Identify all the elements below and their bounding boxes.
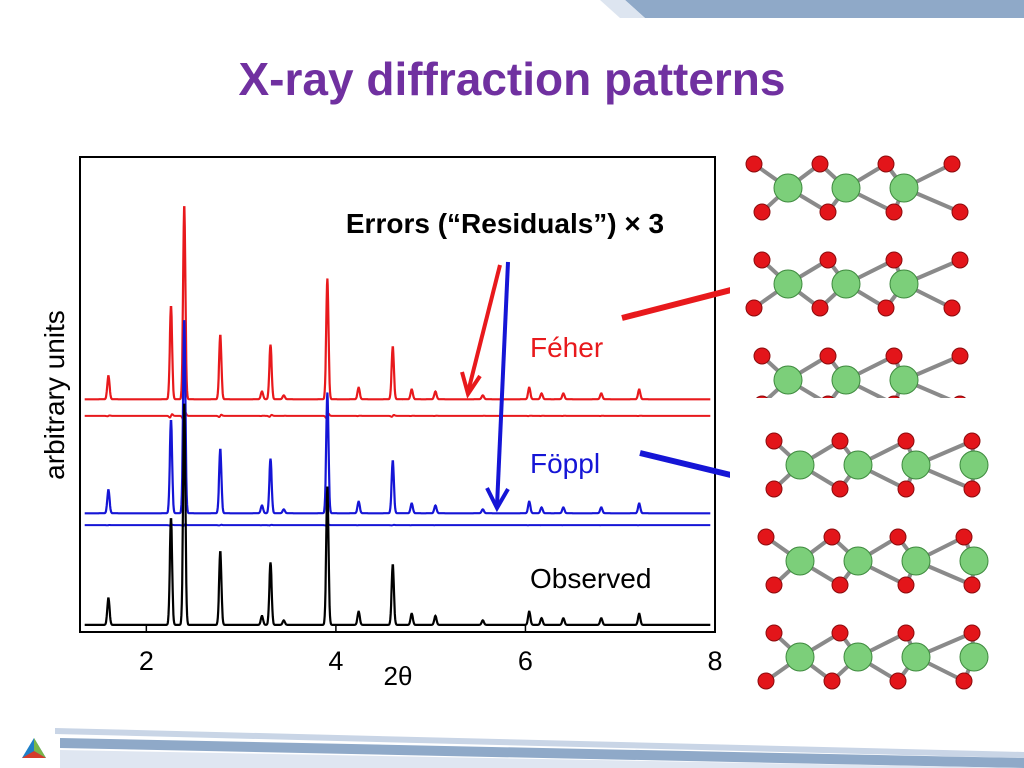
slide-title: X-ray diffraction patterns xyxy=(238,53,786,105)
x-tick-label: 4 xyxy=(328,646,343,676)
residual-line-foppl xyxy=(84,523,711,527)
feher-structure-arrow xyxy=(621,287,730,321)
residual-arrow-blue xyxy=(495,261,510,507)
residuals-annotation: Errors (“Residuals”) × 3 xyxy=(346,208,664,239)
footer-decor-band xyxy=(22,728,1024,768)
x-tick-label: 8 xyxy=(707,646,722,676)
residual-arrow-blue-head xyxy=(485,487,510,513)
xrd-chart: 2 4 6 8 2θ arbitrary units Errors (“Residua… xyxy=(39,156,730,691)
series-label-foppl: Föppl xyxy=(530,448,600,479)
foppl-crystal-structure xyxy=(757,432,989,690)
series-label-observed: Observed xyxy=(530,563,651,594)
series-line-feher xyxy=(84,206,711,401)
residual-line-feher xyxy=(84,411,711,421)
series-layer xyxy=(84,206,711,626)
x-tick-label: 6 xyxy=(518,646,533,676)
plot-frame xyxy=(79,156,716,633)
x-tick-layer: 2 4 6 8 xyxy=(139,624,723,676)
residual-arrow-red-head xyxy=(460,371,482,399)
top-decor-band xyxy=(600,0,1024,18)
series-line-observed xyxy=(84,403,711,626)
feher-crystal-structure xyxy=(745,155,969,398)
series-label-feher: Féher xyxy=(530,332,603,363)
residual-arrow-red xyxy=(466,264,502,393)
series-line-foppl xyxy=(84,320,711,515)
x-axis-label: 2θ xyxy=(384,661,413,691)
x-tick-label: 2 xyxy=(139,646,154,676)
foppl-structure-arrow xyxy=(639,450,730,478)
y-axis-label: arbitrary units xyxy=(39,310,70,480)
logo-icon xyxy=(22,738,46,758)
